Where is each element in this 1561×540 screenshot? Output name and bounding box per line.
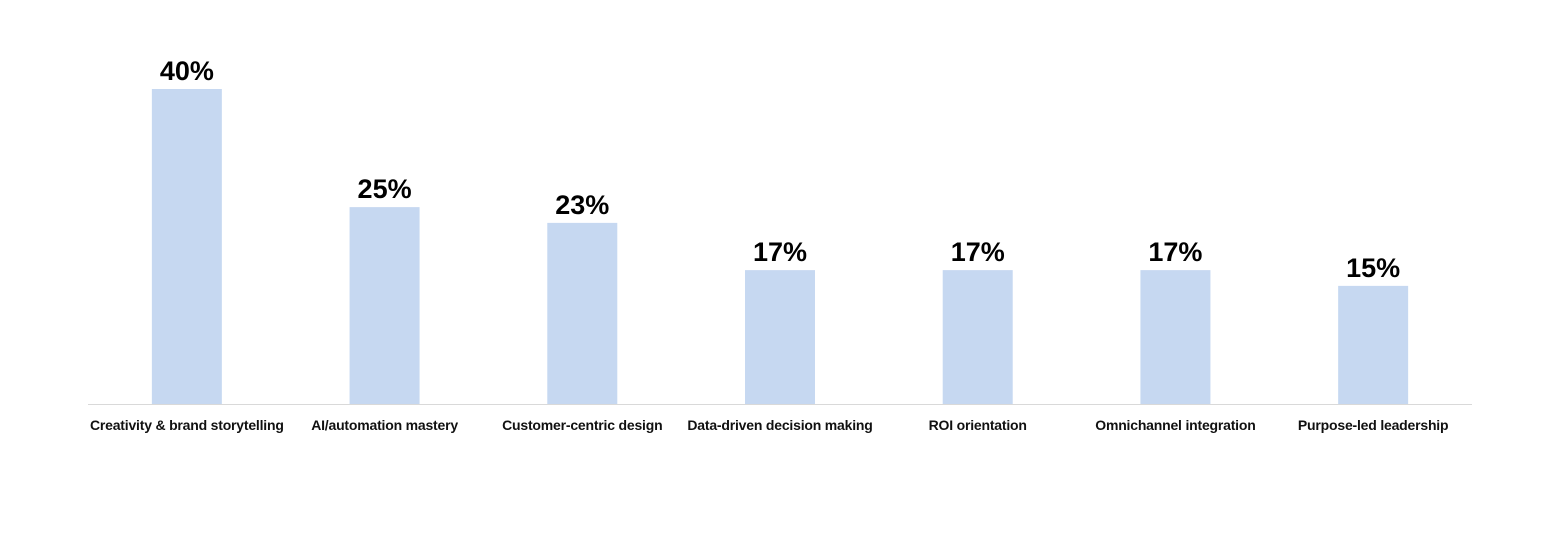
value-label: 17% [753,237,807,267]
bar [745,270,815,404]
bar [942,270,1013,404]
value-label: 15% [1346,253,1400,283]
value-label: 17% [1148,237,1202,267]
value-label: 40% [160,56,214,86]
bar [1338,285,1409,404]
x-tick-label: AI/automation mastery [311,417,458,433]
x-tick-label: Omnichannel integration [1095,417,1256,433]
x-tick-label: ROI orientation [928,417,1027,433]
bar [151,89,222,404]
x-tick-label: Customer-centric design [502,417,663,433]
bar [349,207,420,404]
x-tick-label: Data-driven decision making [687,417,873,433]
value-label: 23% [555,190,609,220]
x-tick-label: Purpose-led leadership [1297,417,1449,433]
x-tick-label: Creativity & brand storytelling [89,417,284,433]
value-label: 25% [358,174,412,204]
value-label: 17% [951,237,1005,267]
bar [547,222,618,404]
bar [1140,270,1211,404]
